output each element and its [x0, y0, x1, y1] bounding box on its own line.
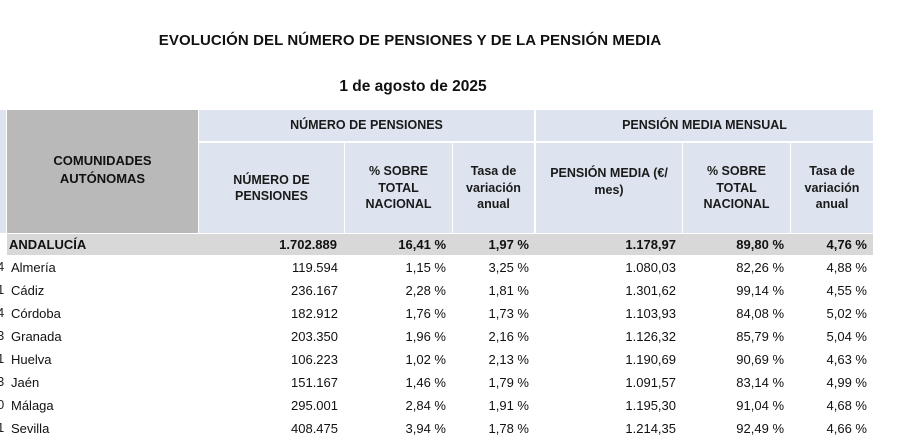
cell-annual-rate-avg: 4,68 %: [826, 398, 867, 413]
cell-num-pensions: 182.912: [291, 306, 338, 321]
cell-annual-rate-count: 3,25 %: [488, 260, 529, 275]
cell-name: Granada: [11, 329, 62, 344]
cell-annual-rate-count: 1,73 %: [488, 306, 529, 321]
cell-name: Málaga: [11, 398, 54, 413]
cell-annual-rate-count: 1,79 %: [488, 375, 529, 390]
table-row: 1 Cádiz 236.167 2,28 % 1,81 % 1.301,62 9…: [0, 279, 875, 302]
cell-name: Sevilla: [11, 421, 50, 436]
cell-num-pensions: 119.594: [291, 260, 338, 275]
cell-avg-pension: 1.301,62: [625, 283, 676, 298]
col-header-num-pensions: NÚMERO DE PENSIONES: [199, 143, 344, 233]
cell-avg-pension: 1.190,69: [625, 352, 676, 367]
cell-annual-rate-avg: 4,66 %: [826, 421, 867, 436]
cell-num-pensions: 203.350: [291, 329, 338, 344]
cell-annual-rate-count: 1,91 %: [488, 398, 529, 413]
col-header-num-pensions-label: NÚMERO DE PENSIONES: [233, 172, 310, 204]
cell-annual-rate-avg: 4,88 %: [826, 260, 867, 275]
table-row: 1 Huelva 106.223 1,02 % 2,13 % 1.190,69 …: [0, 348, 875, 371]
cell-pct-national-count: 2,28 %: [405, 283, 446, 298]
col-header-avg-pension: PENSIÓN MEDIA (€/ mes): [536, 143, 682, 233]
col-header-annual-rate-avg: Tasa de variación anual: [791, 143, 873, 233]
group-header-average: PENSIÓN MEDIA MENSUAL: [536, 110, 873, 141]
col-header-pct-national-count-label: % SOBRE TOTAL NACIONAL: [365, 164, 432, 212]
cell-num-pensions: 106.223: [291, 352, 338, 367]
cell-num-pensions: 295.001: [291, 398, 338, 413]
cell-num-pensions: 236.167: [291, 283, 338, 298]
header-comunidades-label: COMUNIDADES AUTÓNOMAS: [53, 153, 152, 186]
col-header-pct-national-count: % SOBRE TOTAL NACIONAL: [345, 143, 452, 233]
col-header-pct-national-avg-label: % SOBRE TOTAL NACIONAL: [703, 164, 770, 212]
cell-cut-off-edge: 1: [0, 420, 5, 435]
cell-name: Córdoba: [11, 306, 61, 321]
cell-name: ANDALUCÍA: [9, 237, 87, 252]
cell-name: Jaén: [11, 375, 40, 390]
cell-name: Almería: [11, 260, 56, 275]
cell-avg-pension: 1.080,03: [625, 260, 676, 275]
col-header-annual-rate-count-label: Tasa de variación anual: [466, 164, 521, 212]
cell-annual-rate-avg: 5,02 %: [826, 306, 867, 321]
col-header-annual-rate-count: Tasa de variación anual: [453, 143, 534, 233]
cell-pct-national-count: 2,84 %: [405, 398, 446, 413]
cell-pct-national-count: 1,46 %: [405, 375, 446, 390]
cell-pct-national-count: 1,76 %: [405, 306, 446, 321]
cell-annual-rate-count: 1,81 %: [488, 283, 529, 298]
table-row-total: ANDALUCÍA 1.702.889 16,41 % 1,97 % 1.178…: [7, 234, 873, 255]
cell-annual-rate-avg: 4,63 %: [826, 352, 867, 367]
cell-cut-off-edge: 1: [0, 282, 5, 297]
cell-cut-off-edge: 3: [0, 374, 5, 389]
cell-annual-rate-avg: 4,55 %: [826, 283, 867, 298]
group-header-pensions: NÚMERO DE PENSIONES: [199, 110, 534, 141]
cell-avg-pension: 1.214,35: [625, 421, 676, 436]
table-row: 4 Almería 119.594 1,15 % 3,25 % 1.080,03…: [0, 256, 875, 279]
cell-pct-national-avg: 85,79 %: [736, 329, 784, 344]
cell-name: Cádiz: [11, 283, 45, 298]
cell-avg-pension: 1.126,32: [625, 329, 676, 344]
cell-pct-national-avg: 83,14 %: [736, 375, 784, 390]
cell-pct-national-count: 3,94 %: [405, 421, 446, 436]
cell-num-pensions: 151.167: [291, 375, 338, 390]
cell-annual-rate-count: 2,16 %: [488, 329, 529, 344]
cell-pct-national-avg: 91,04 %: [736, 398, 784, 413]
cell-avg-pension: 1.091,57: [625, 375, 676, 390]
table-row: 0 Málaga 295.001 2,84 % 1,91 % 1.195,30 …: [0, 394, 875, 417]
cell-cut-off-edge: 3: [0, 328, 5, 343]
col-header-annual-rate-avg-label: Tasa de variación anual: [804, 164, 860, 212]
cell-annual-rate-avg: 4,99 %: [826, 375, 867, 390]
table-row: 3 Granada 203.350 1,96 % 2,16 % 1.126,32…: [0, 325, 875, 348]
cell-avg-pension: 1.195,30: [625, 398, 676, 413]
cell-pct-national-avg: 84,08 %: [736, 306, 784, 321]
cell-avg-pension: 1.103,93: [625, 306, 676, 321]
cell-pct-national-avg: 90,69 %: [736, 352, 784, 367]
cell-avg-pension: 1.178,97: [625, 237, 676, 252]
cell-pct-national-count: 1,02 %: [405, 352, 446, 367]
cell-cut-off-edge: 4: [0, 259, 5, 274]
cell-cut-off-edge: 0: [0, 397, 5, 412]
col-header-avg-pension-label: PENSIÓN MEDIA (€/ mes): [550, 166, 668, 197]
cell-cut-off-edge: 4: [0, 305, 5, 320]
cell-pct-national-avg: 99,14 %: [736, 283, 784, 298]
cell-pct-national-count: 1,15 %: [405, 260, 446, 275]
document-date: 1 de agosto de 2025: [339, 78, 487, 95]
cell-num-pensions: 1.702.889: [279, 237, 337, 252]
cell-annual-rate-count: 2,13 %: [488, 352, 529, 367]
cell-annual-rate-count: 1,78 %: [488, 421, 529, 436]
cell-annual-rate-avg: 4,76 %: [826, 237, 867, 252]
table-row: 3 Jaén 151.167 1,46 % 1,79 % 1.091,57 83…: [0, 371, 875, 394]
cell-cut-off-edge: 1: [0, 351, 5, 366]
cell-pct-national-count: 1,96 %: [405, 329, 446, 344]
previous-column-edge: [0, 110, 6, 233]
cell-pct-national-avg: 92,49 %: [736, 421, 784, 436]
table-row: 4 Córdoba 182.912 1,76 % 1,73 % 1.103,93…: [0, 302, 875, 325]
document-title: EVOLUCIÓN DEL NÚMERO DE PENSIONES Y DE L…: [158, 32, 662, 49]
header-comunidades: COMUNIDADES AUTÓNOMAS: [7, 110, 198, 233]
cell-num-pensions: 408.475: [291, 421, 338, 436]
table-row: 1 Sevilla 408.475 3,94 % 1,78 % 1.214,35…: [0, 417, 875, 440]
col-header-pct-national-avg: % SOBRE TOTAL NACIONAL: [683, 143, 790, 233]
cell-pct-national-avg: 82,26 %: [736, 260, 784, 275]
cell-pct-national-avg: 89,80 %: [736, 237, 784, 252]
cell-annual-rate-avg: 5,04 %: [826, 329, 867, 344]
cell-annual-rate-count: 1,97 %: [488, 237, 529, 252]
cell-name: Huelva: [11, 352, 52, 367]
cell-pct-national-count: 16,41 %: [398, 237, 446, 252]
